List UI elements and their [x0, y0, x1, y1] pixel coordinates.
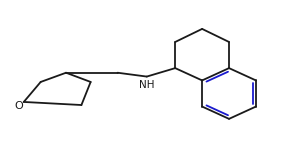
Text: O: O — [15, 101, 23, 111]
Text: NH: NH — [139, 80, 155, 90]
